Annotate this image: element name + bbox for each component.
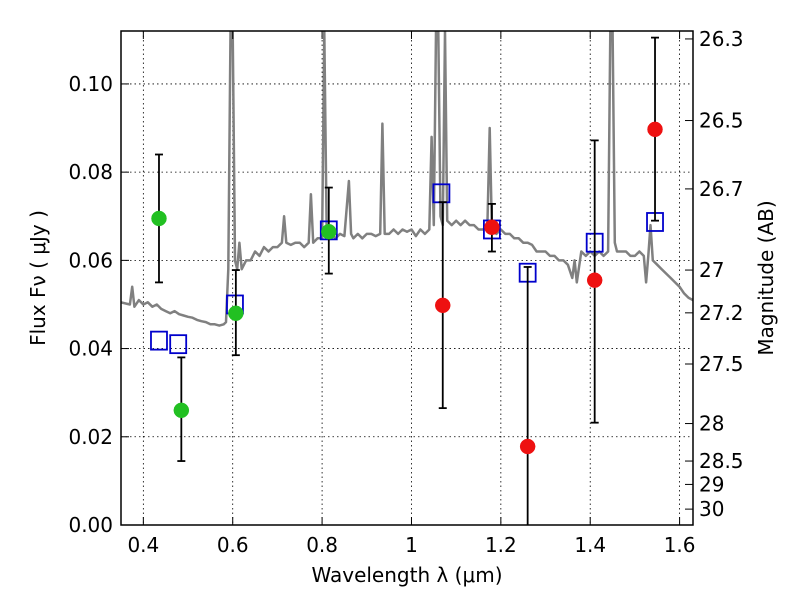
y-axis-label: Flux Fν ( μJy ) (26, 210, 50, 346)
y-tick-label: 0.10 (68, 72, 113, 96)
x-tick-label: 0.6 (217, 533, 249, 557)
plot-frame (120, 30, 694, 526)
magnitude-tick-label: 30 (699, 497, 724, 521)
magnitude-tick-label: 26.3 (699, 27, 744, 51)
magnitude-tick-label: 27 (699, 258, 724, 282)
green-data-point (228, 305, 244, 322)
red-data-point (586, 272, 603, 288)
magnitude-tick-label: 28 (699, 412, 724, 436)
magnitude-tick-label: 26.5 (699, 109, 744, 133)
x-tick-label: 1.2 (485, 533, 517, 557)
right-axis-label: Magnitude (AB) (754, 200, 778, 355)
green-data-point (151, 210, 167, 227)
y-tick-label: 0.04 (68, 337, 113, 361)
magnitude-tick-label: 29 (699, 472, 724, 496)
x-tick-label: 0.8 (306, 533, 338, 557)
magnitude-tick-label: 27.5 (699, 352, 744, 376)
y-tick-label: 0.06 (68, 248, 113, 272)
model-photometry-square (169, 334, 188, 355)
x-tick-label: 1.4 (574, 533, 606, 557)
green-data-point (173, 402, 190, 419)
spectrum-line (121, 31, 693, 327)
red-data-point (647, 121, 663, 138)
y-tick-label: 0.08 (68, 160, 113, 184)
magnitude-tick-label: 28.5 (699, 449, 744, 473)
red-data-point (435, 297, 451, 314)
ticks-layer: 0.4 0.6 0.8 1 1.2 1.4 1.6 0.00 0.02 0.04 0.06 0.08 0… (68, 27, 743, 557)
x-axis-label: Wavelength λ (μm) (311, 563, 502, 587)
green-data-point (321, 223, 337, 240)
red-data-point (519, 438, 536, 455)
x-tick-label: 0.4 (127, 533, 159, 557)
magnitude-tick-label: 27.2 (699, 301, 744, 325)
model-photometry-square (150, 330, 168, 351)
y-tick-label: 0.00 (68, 513, 113, 537)
red-data-point (484, 219, 500, 236)
x-tick-label: 1 (405, 533, 418, 557)
points-layer (150, 36, 664, 525)
magnitude-tick-label: 26.7 (699, 177, 744, 201)
y-tick-label: 0.02 (68, 425, 113, 449)
x-tick-label: 1.6 (664, 533, 696, 557)
spectrum-layer (121, 31, 693, 327)
